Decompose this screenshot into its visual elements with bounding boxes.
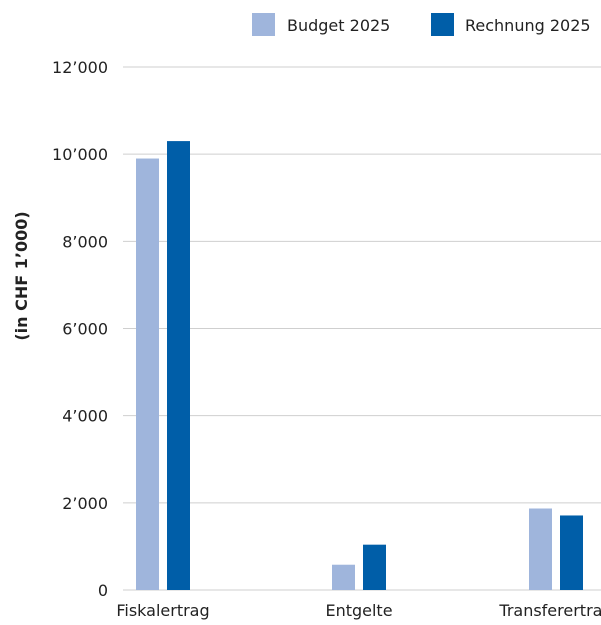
bar-rechnung-2025-entgelte [363, 544, 386, 590]
bar-budget-2025-fiskalertrag [136, 158, 159, 590]
y-axis-ticks: 0 2’000 4’000 6’000 8’000 10’000 12’000 [52, 58, 108, 600]
y-tick-label: 10’000 [52, 145, 108, 164]
legend-label: Rechnung 2025 [465, 16, 591, 35]
gridlines [123, 66, 601, 591]
y-tick-label: 0 [98, 581, 108, 600]
y-tick-label: 12’000 [52, 58, 108, 77]
bar-rechnung-2025-transferertrag [560, 515, 583, 590]
bar-budget-2025-entgelte [332, 564, 355, 590]
y-tick-label: 6’000 [62, 320, 108, 339]
y-axis-title: (in CHF 1’000) [12, 211, 31, 340]
bar-budget-2025-transferertrag [529, 508, 552, 590]
y-tick-label: 4’000 [62, 407, 108, 426]
legend-swatch [431, 13, 454, 36]
x-tick-label: Transferertrag [498, 601, 601, 620]
x-tick-label: Entgelte [325, 601, 392, 620]
legend: Budget 2025 Rechnung 2025 [252, 13, 591, 36]
x-axis-ticks: Fiskalertrag Entgelte Transferertrag [116, 601, 601, 620]
bars [136, 141, 583, 590]
bar-rechnung-2025-fiskalertrag [167, 141, 190, 590]
legend-label: Budget 2025 [287, 16, 390, 35]
x-tick-label: Fiskalertrag [116, 601, 209, 620]
y-tick-label: 8’000 [62, 232, 108, 251]
y-tick-label: 2’000 [62, 494, 108, 513]
legend-swatch [252, 13, 275, 36]
